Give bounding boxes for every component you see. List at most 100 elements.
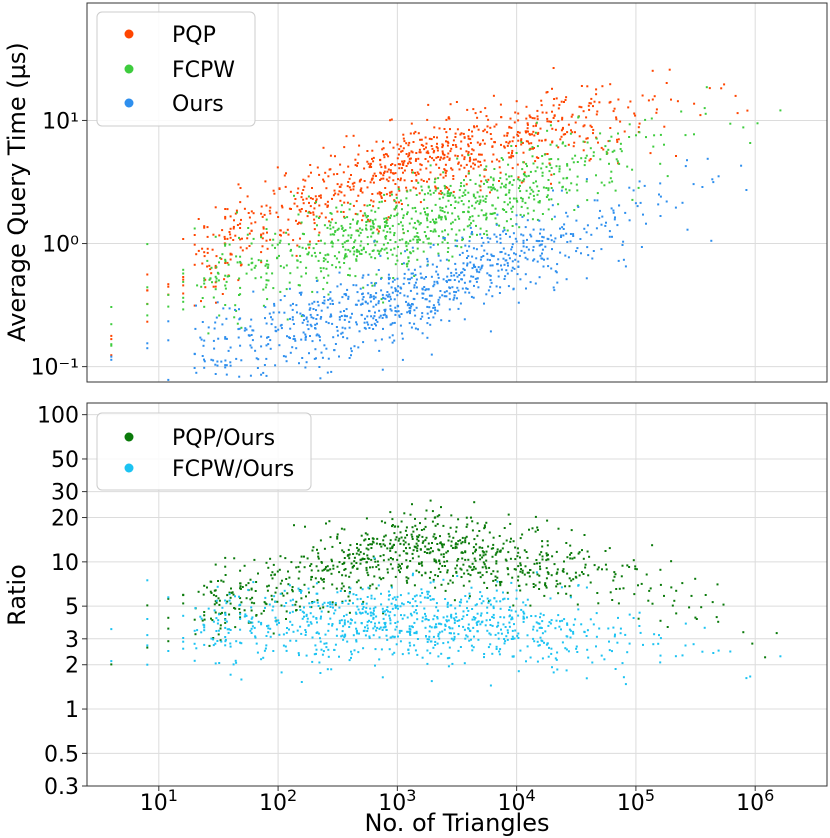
data-point [366,186,369,189]
data-point [252,290,255,293]
data-point [536,118,539,121]
data-point [389,619,392,622]
data-point [583,534,586,536]
data-point [474,617,477,619]
data-point [529,133,531,136]
data-point [349,223,352,225]
data-point [224,612,227,615]
data-point [538,622,541,625]
data-point [167,640,170,643]
data-point [421,535,424,538]
data-point [596,110,599,113]
data-point [299,609,302,611]
data-point [611,235,613,238]
data-point [426,264,429,267]
data-point [376,228,379,231]
data-point [492,579,495,582]
data-point [526,140,529,143]
data-point [486,587,489,589]
data-point [399,199,402,202]
data-point [458,229,461,232]
data-point [225,337,228,340]
data-point [619,120,622,123]
data-point [264,306,267,309]
data-point [260,335,263,338]
data-point [218,662,221,664]
data-point [398,201,400,204]
data-point [616,138,618,141]
data-point [146,286,149,289]
data-point [463,572,466,575]
legend-marker-fcpw [124,64,134,74]
top-legend[interactable]: PQP FCPW Ours [96,11,256,127]
data-point [239,616,242,619]
data-point [304,336,307,339]
data-point [403,512,406,515]
data-point [311,660,314,663]
data-point [626,564,629,567]
data-point [482,139,484,142]
data-point [317,304,320,307]
data-point [365,569,368,572]
data-point [568,577,571,580]
data-point [519,649,522,652]
data-point [348,591,351,594]
data-point [327,648,330,651]
data-point [438,192,441,195]
data-point [360,253,363,255]
data-point [471,215,474,218]
data-point [492,547,495,550]
data-point [224,621,227,624]
bottom-y-tick-label-2: 1 [65,698,79,723]
data-point [429,242,432,245]
data-point [445,619,448,622]
data-point [196,284,199,287]
data-point [218,603,221,606]
data-point [504,640,507,643]
data-point [574,131,576,134]
data-point [312,213,315,216]
data-point [447,665,450,668]
data-point [146,289,149,292]
data-point [282,355,285,358]
data-point [522,242,525,245]
data-point [391,545,394,548]
data-point [479,591,482,594]
data-point [434,524,437,527]
data-point [274,616,277,619]
bottom-legend[interactable]: PQP/Ours FCPW/Ours [96,412,312,491]
data-point [377,232,380,235]
data-point [397,285,400,288]
data-point [269,339,272,342]
data-point [426,638,429,641]
data-point [635,134,637,137]
data-point [255,357,258,360]
data-point [375,629,378,632]
data-point [284,185,287,188]
data-point [243,609,246,612]
data-point [348,586,351,589]
data-point [445,295,448,298]
data-point [509,540,512,543]
data-point [347,248,350,251]
data-point [637,186,640,189]
data-point [539,636,542,639]
data-point [554,657,557,660]
data-point [496,189,499,192]
data-point [167,285,170,288]
data-point [531,527,534,530]
data-point [513,637,516,640]
data-point [243,207,246,210]
data-point [467,191,470,194]
data-point [420,588,423,591]
data-point [449,579,452,582]
data-point [572,233,575,236]
data-point [540,139,543,142]
data-point [321,653,324,656]
data-point [309,313,312,316]
data-point [239,293,242,296]
data-point [309,197,312,200]
data-point [779,109,782,112]
data-point [182,292,185,295]
